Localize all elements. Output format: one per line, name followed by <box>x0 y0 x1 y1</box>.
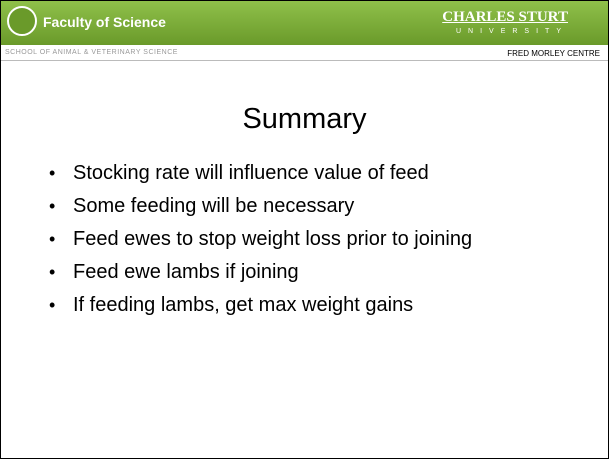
bullet: Feed ewe lambs if joining <box>49 260 589 285</box>
bullet: Stocking rate will influence value of fe… <box>49 161 589 186</box>
banner: Faculty of Science CHARLES STURT UNIVERS… <box>1 1 608 45</box>
centre-name: FRED MORLEY CENTRE <box>507 49 600 58</box>
bullet: If feeding lambs, get max weight gains <box>49 293 589 318</box>
university-name: CHARLES STURT <box>442 9 568 25</box>
faculty-name: Faculty of Science <box>43 14 166 30</box>
slide-title: Summary <box>242 103 367 135</box>
bullet-list: Stocking rate will influence value of fe… <box>49 161 589 326</box>
bullet: Some feeding will be necessary <box>49 194 589 219</box>
bullet: Feed ewes to stop weight loss prior to j… <box>49 227 589 252</box>
logo <box>7 6 37 36</box>
university-sub: UNIVERSITY <box>455 28 568 35</box>
school-name: SCHOOL OF ANIMAL & VETERINARY SCIENCE <box>5 49 178 56</box>
header-rule <box>1 60 608 61</box>
